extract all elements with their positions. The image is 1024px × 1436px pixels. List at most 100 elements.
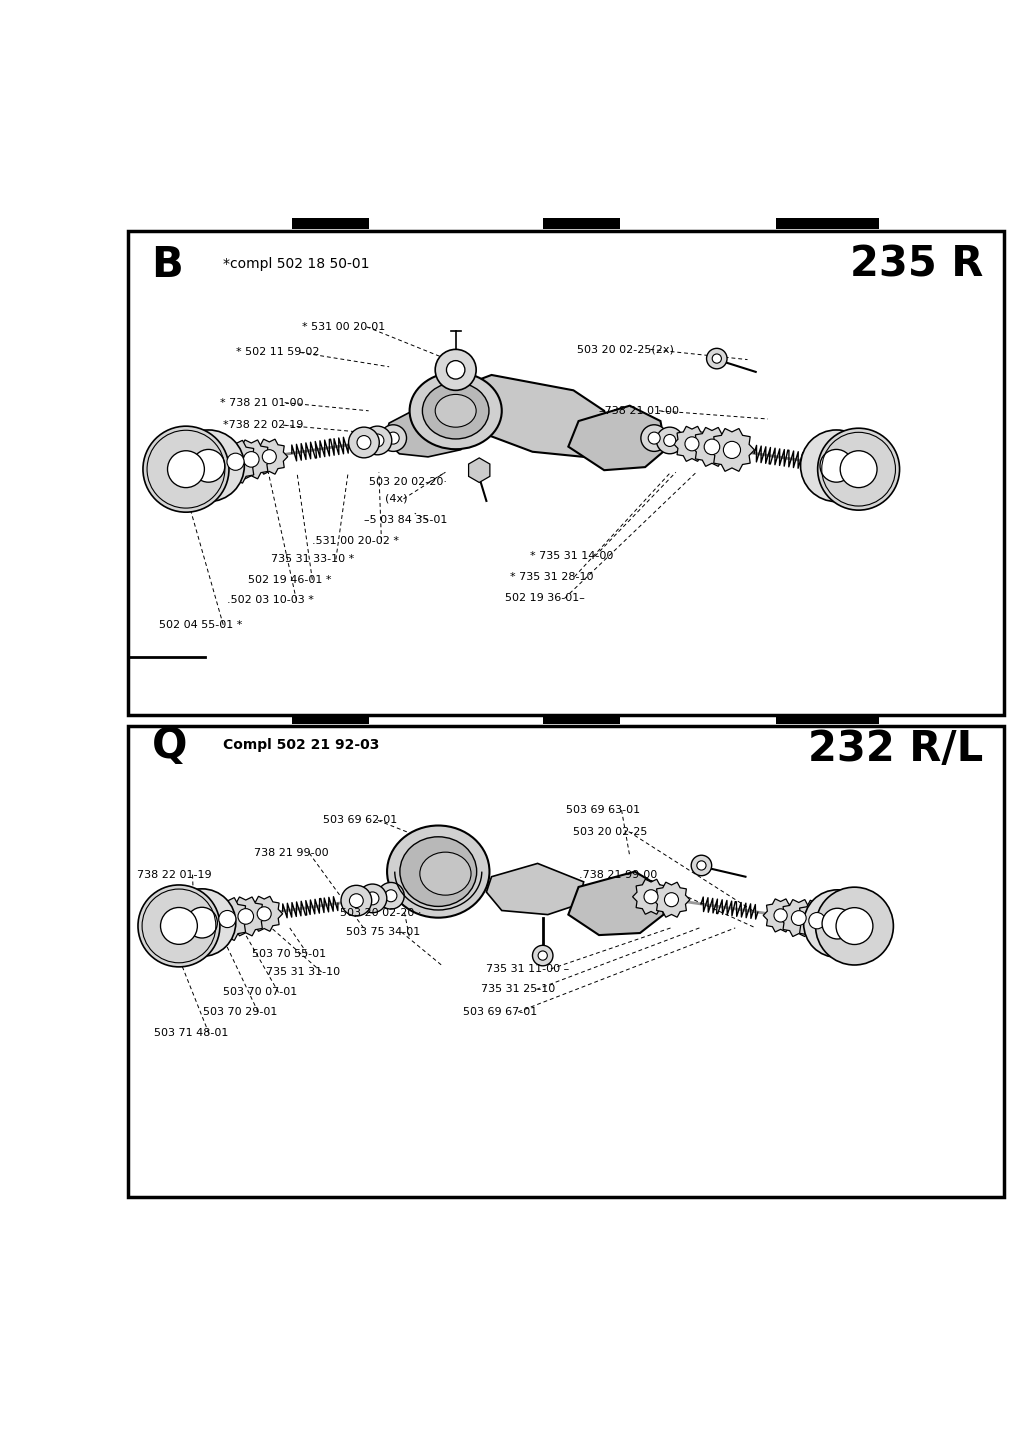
Text: *738 22 02-19: *738 22 02-19	[223, 421, 303, 431]
Circle shape	[648, 432, 660, 444]
Text: 502 19 36-01–: 502 19 36-01–	[505, 593, 585, 603]
Polygon shape	[451, 375, 614, 457]
Text: 502 04 55-01 *: 502 04 55-01 *	[159, 620, 242, 630]
Circle shape	[656, 426, 683, 454]
Circle shape	[385, 890, 397, 902]
Polygon shape	[710, 428, 755, 471]
Polygon shape	[568, 872, 664, 935]
Polygon shape	[691, 428, 732, 467]
Circle shape	[186, 908, 217, 938]
Circle shape	[774, 909, 787, 922]
Circle shape	[435, 349, 476, 391]
Circle shape	[371, 434, 384, 447]
Polygon shape	[779, 899, 818, 936]
Circle shape	[238, 909, 254, 925]
Ellipse shape	[422, 382, 489, 439]
Text: .738 21 99-00: .738 21 99-00	[579, 870, 656, 880]
FancyBboxPatch shape	[128, 727, 1004, 1198]
Circle shape	[446, 360, 465, 379]
Circle shape	[168, 451, 205, 488]
Circle shape	[820, 449, 853, 482]
Polygon shape	[469, 458, 489, 482]
Polygon shape	[246, 896, 283, 932]
Text: Compl 502 21 92-03: Compl 502 21 92-03	[223, 738, 380, 751]
Text: 503 75 34-01: 503 75 34-01	[346, 928, 421, 938]
Text: *compl 502 18 50-01: *compl 502 18 50-01	[223, 257, 370, 271]
FancyBboxPatch shape	[543, 717, 620, 724]
Polygon shape	[205, 898, 250, 941]
Circle shape	[262, 449, 276, 464]
Ellipse shape	[420, 852, 471, 895]
Circle shape	[809, 912, 825, 929]
Text: * 531 00 20-01: * 531 00 20-01	[302, 322, 385, 332]
Text: * 502 11 59-02: * 502 11 59-02	[236, 348, 319, 358]
Circle shape	[161, 908, 198, 945]
Text: 735 31 31-10: 735 31 31-10	[266, 966, 340, 976]
Circle shape	[817, 428, 899, 510]
Text: –738 21 01-00: –738 21 01-00	[599, 406, 679, 416]
Circle shape	[804, 890, 871, 958]
Text: 503 20 02-25: 503 20 02-25	[573, 827, 648, 837]
Circle shape	[341, 886, 372, 916]
Circle shape	[227, 454, 244, 471]
Circle shape	[532, 945, 553, 966]
Circle shape	[691, 856, 712, 876]
Text: 503 70 55-01: 503 70 55-01	[252, 949, 326, 958]
Text: 503 70 29-01: 503 70 29-01	[203, 1007, 278, 1017]
Circle shape	[685, 437, 699, 451]
Polygon shape	[486, 863, 584, 915]
Text: 503 70 07-01: 503 70 07-01	[223, 988, 298, 998]
Text: * 735 31 14-00: * 735 31 14-00	[530, 551, 613, 561]
Circle shape	[387, 432, 399, 444]
Circle shape	[219, 910, 236, 928]
Text: 503 69 63-01: 503 69 63-01	[566, 806, 640, 816]
Text: .531 00 20-02 *: .531 00 20-02 *	[312, 536, 399, 546]
Text: 735 31 11-00 –: 735 31 11-00 –	[486, 964, 569, 974]
Polygon shape	[225, 898, 266, 936]
Circle shape	[801, 429, 872, 501]
FancyBboxPatch shape	[776, 717, 879, 724]
Circle shape	[665, 893, 679, 906]
Polygon shape	[568, 406, 666, 470]
Ellipse shape	[399, 837, 476, 906]
Text: 503 69 62-01: 503 69 62-01	[323, 816, 397, 826]
Circle shape	[539, 951, 547, 961]
Circle shape	[705, 439, 720, 455]
Circle shape	[349, 893, 364, 908]
Text: Q: Q	[152, 725, 187, 767]
Circle shape	[173, 429, 245, 501]
Circle shape	[840, 451, 877, 488]
Text: 503 20 02-25(2x): 503 20 02-25(2x)	[577, 345, 674, 355]
Text: 735 31 25-10: 735 31 25-10	[481, 984, 556, 994]
Polygon shape	[763, 899, 798, 932]
FancyBboxPatch shape	[128, 231, 1004, 715]
Circle shape	[723, 441, 740, 458]
Circle shape	[143, 426, 229, 513]
Ellipse shape	[435, 395, 476, 426]
Text: B: B	[152, 244, 183, 286]
Text: .502 03 10-03 *: .502 03 10-03 *	[227, 596, 314, 605]
Circle shape	[358, 885, 387, 913]
Text: 503 20 02-20·: 503 20 02-20·	[369, 478, 446, 487]
Text: * 735 31 28-10: * 735 31 28-10	[510, 572, 594, 582]
Circle shape	[257, 906, 271, 920]
Circle shape	[380, 425, 407, 451]
Ellipse shape	[387, 826, 489, 918]
Circle shape	[357, 435, 371, 449]
Polygon shape	[213, 441, 258, 482]
Circle shape	[168, 889, 236, 956]
Text: 738 21 99-00: 738 21 99-00	[254, 849, 329, 859]
Text: * 738 21 01-00: * 738 21 01-00	[220, 398, 304, 408]
Text: 235 R: 235 R	[850, 243, 983, 286]
Text: 738 22 01-19: 738 22 01-19	[137, 870, 212, 880]
FancyBboxPatch shape	[776, 218, 879, 228]
Text: 503 71 48-01: 503 71 48-01	[154, 1028, 228, 1038]
Polygon shape	[384, 411, 471, 457]
Polygon shape	[251, 439, 288, 474]
Circle shape	[664, 435, 676, 447]
Circle shape	[244, 451, 259, 467]
Polygon shape	[633, 879, 670, 915]
Text: 735 31 33-10 *: 735 31 33-10 *	[271, 554, 354, 564]
Circle shape	[713, 353, 721, 363]
Text: 503 20 02-20 ·: 503 20 02-20 ·	[340, 908, 422, 918]
